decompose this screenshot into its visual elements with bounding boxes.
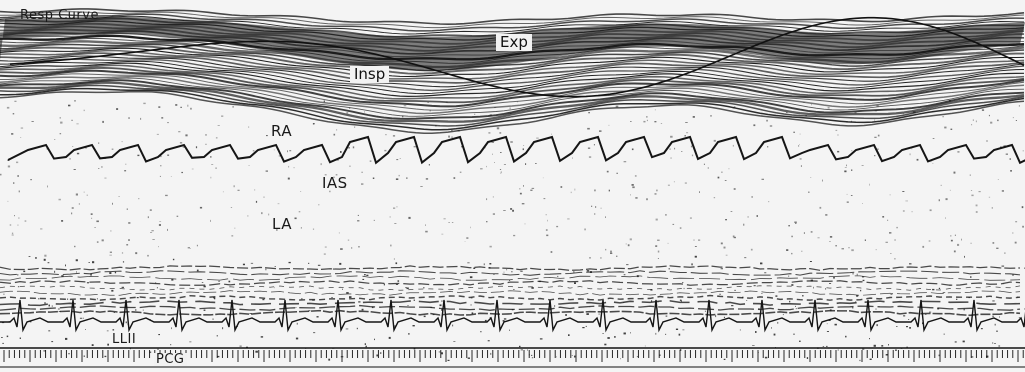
pcg-label: PCG <box>154 352 187 367</box>
resp-curve-label: Resp Curve <box>20 8 99 23</box>
ecg-lead-label: LLII <box>112 332 137 347</box>
interatrial-septum-trace <box>7 135 1025 165</box>
right-atrium-label: RA <box>271 122 293 140</box>
posterior-wall-band <box>0 265 1021 317</box>
speckle-noise <box>0 100 1025 362</box>
expiration-label: Exp <box>496 34 532 51</box>
inspiration-label: Insp <box>350 66 390 83</box>
interatrial-septum-label: IAS <box>322 174 348 192</box>
respiration-curve <box>9 16 1025 98</box>
left-atrium-label: LA <box>272 215 292 233</box>
ecg-lead-ii-trace <box>0 299 1025 333</box>
